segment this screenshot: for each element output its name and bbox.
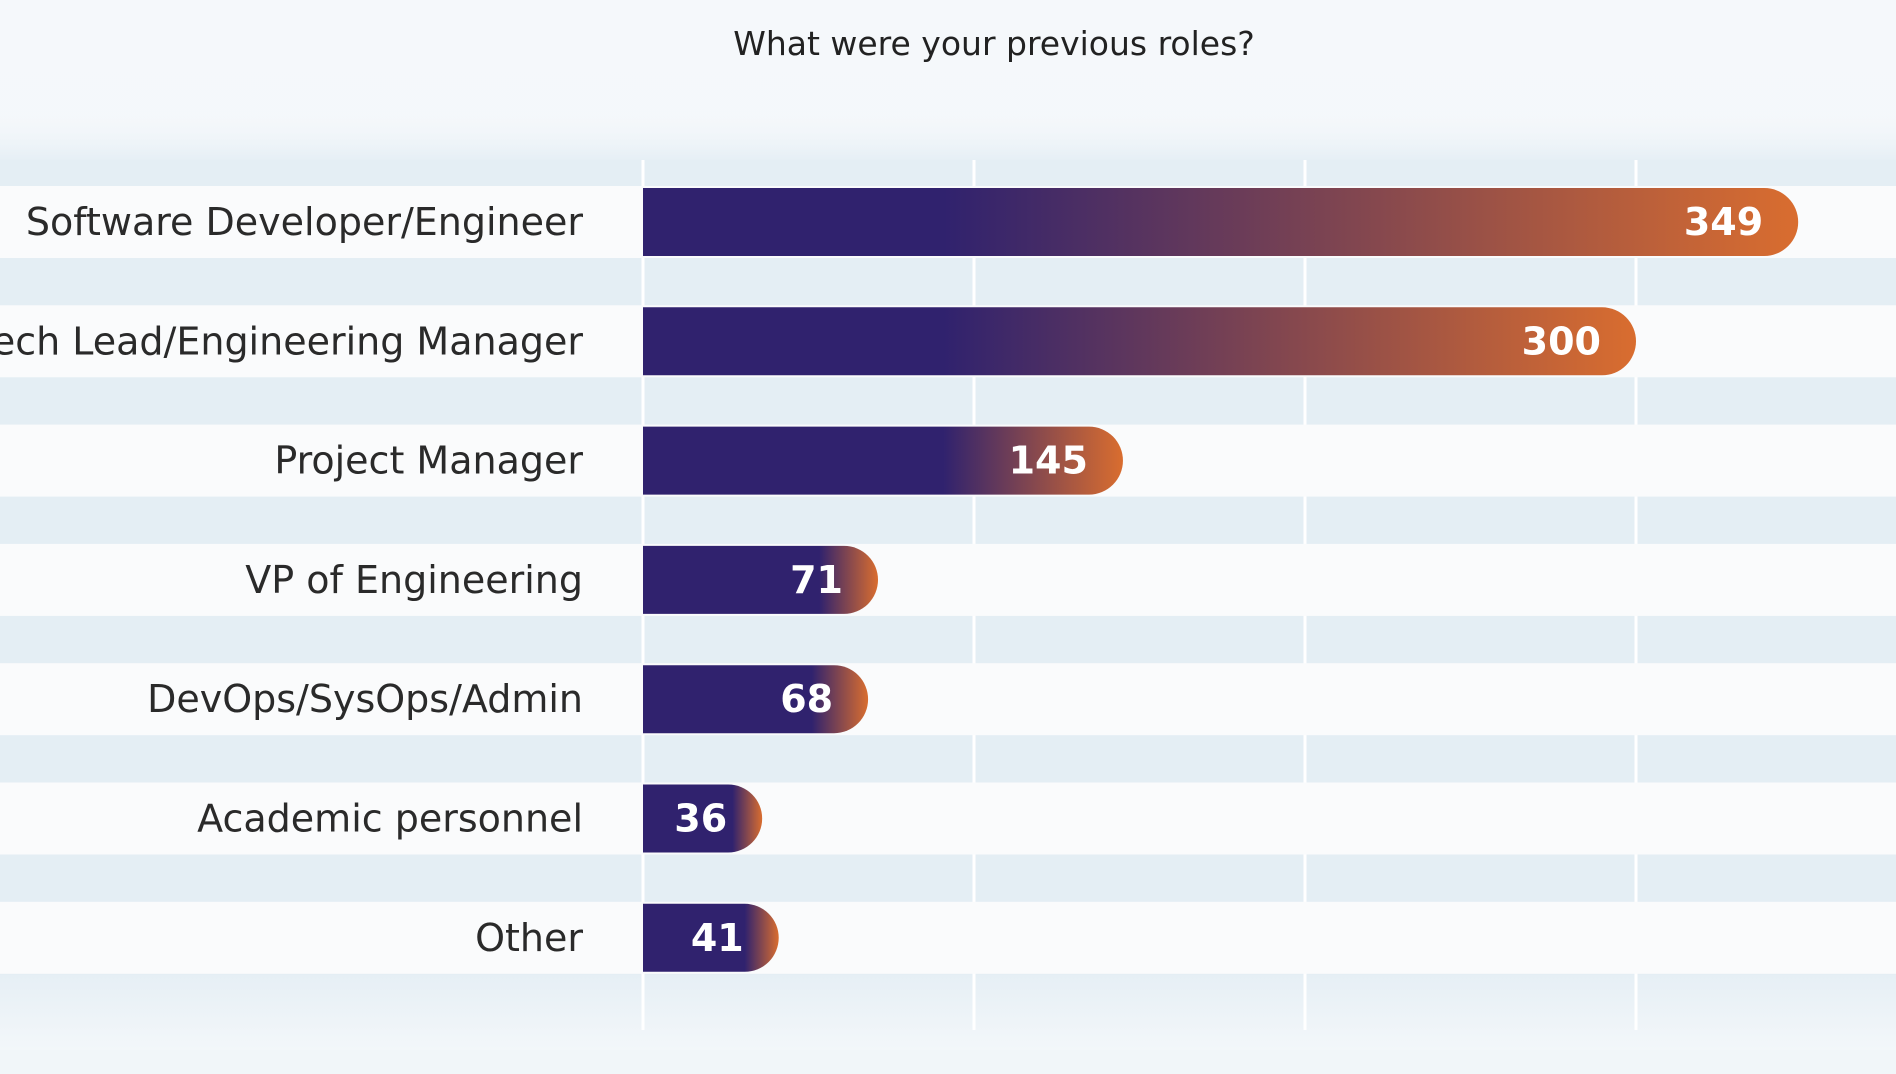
category-label: Academic personnel: [197, 797, 583, 841]
top-fade: [0, 110, 1896, 160]
value-label: 300: [1522, 319, 1601, 363]
bar: [643, 426, 1123, 495]
value-label: 36: [674, 797, 727, 841]
category-label: Other: [475, 916, 583, 960]
row-band: [0, 543, 1896, 616]
value-label: 145: [1009, 439, 1088, 483]
value-label: 349: [1684, 200, 1763, 244]
bottom-fade: [0, 975, 1896, 1050]
category-label: Tech Lead/Engineering Manager: [0, 319, 583, 363]
bar: [643, 903, 779, 972]
row-band: [0, 782, 1896, 855]
value-label: 41: [691, 916, 744, 960]
bar: [643, 665, 869, 734]
bar: [643, 188, 1799, 256]
chart-title: What were your previous roles?: [733, 24, 1255, 63]
value-labels: 349 300 145 71 68 36 41: [674, 200, 1763, 960]
value-label: 71: [790, 558, 843, 602]
category-label: VP of Engineering: [245, 558, 583, 602]
bar: [643, 784, 763, 853]
bar: [643, 545, 879, 614]
category-label: Project Manager: [274, 439, 583, 483]
bars: [643, 188, 1799, 972]
value-label: 68: [780, 677, 833, 721]
row-band: [0, 663, 1896, 736]
category-label: DevOps/SysOps/Admin: [147, 677, 583, 721]
category-label: Software Developer/Engineer: [26, 200, 583, 244]
bar: [643, 307, 1637, 376]
row-band: [0, 901, 1896, 974]
